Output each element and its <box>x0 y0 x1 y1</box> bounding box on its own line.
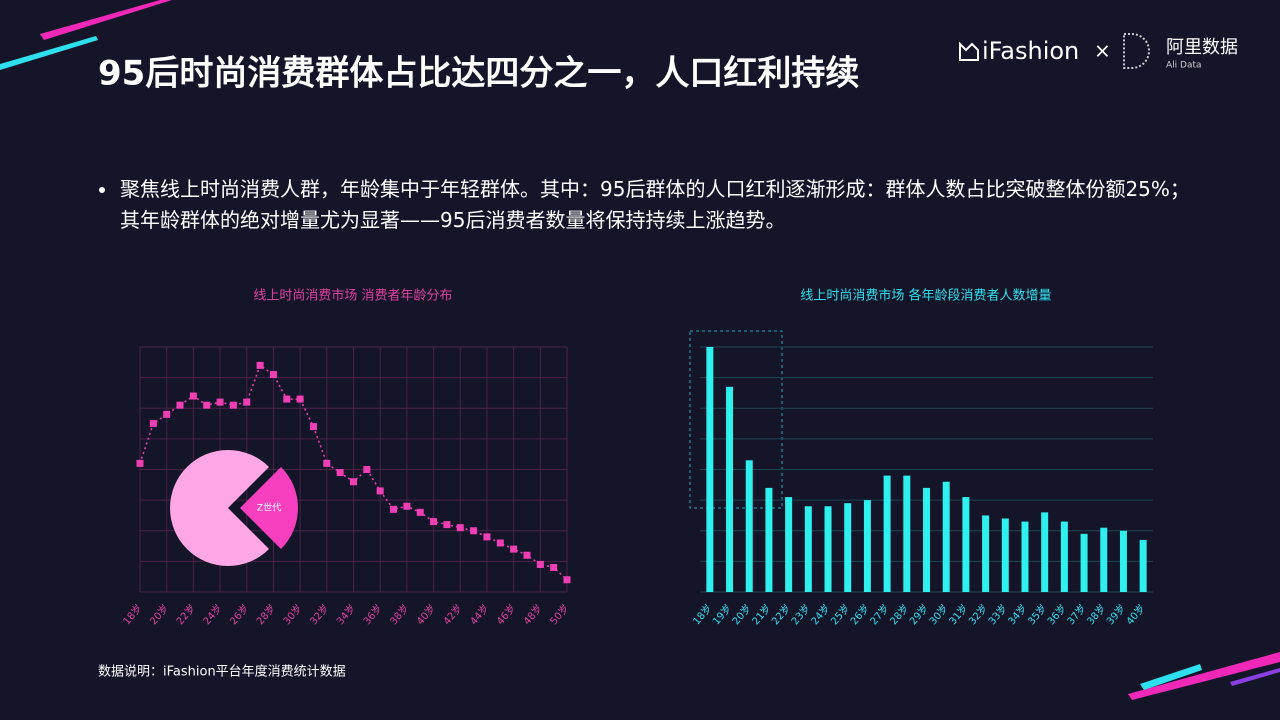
bar <box>1041 512 1049 592</box>
point <box>456 524 464 532</box>
point <box>416 508 424 516</box>
stripe <box>1230 668 1280 686</box>
bar <box>785 497 793 592</box>
point <box>283 395 291 403</box>
bar <box>844 503 852 592</box>
bar <box>903 475 911 592</box>
bar <box>1021 521 1029 592</box>
point <box>256 361 264 369</box>
bar <box>923 487 930 592</box>
bullet-text: 聚焦线上时尚消费人群，年龄集中于年轻群体。其中：95后群体的人口红利逐渐形成：群… <box>120 177 1190 232</box>
bar <box>1139 539 1147 592</box>
bar <box>706 347 714 592</box>
logo-icon <box>959 41 979 61</box>
point <box>189 392 197 400</box>
bar <box>1060 521 1068 592</box>
footnote: 数据说明：iFashion平台年度消费统计数据 <box>98 664 346 680</box>
bullet-dot <box>99 187 105 193</box>
pie-label: Z世代 <box>257 502 281 514</box>
point <box>323 459 331 467</box>
point <box>523 551 531 559</box>
point <box>363 466 371 473</box>
bar <box>883 475 891 592</box>
point <box>483 533 491 541</box>
point <box>390 505 398 513</box>
point <box>536 560 544 568</box>
point <box>550 564 558 571</box>
point <box>510 545 518 553</box>
bar <box>804 506 812 592</box>
point <box>563 576 571 584</box>
stripe <box>1140 664 1202 690</box>
point <box>350 478 357 486</box>
point <box>496 539 504 547</box>
point <box>403 502 411 510</box>
chart-title: 线上时尚消费市场 消费者年龄分布 <box>253 288 452 304</box>
stripe <box>1128 652 1280 700</box>
point <box>136 459 144 467</box>
point <box>376 487 384 495</box>
point <box>269 371 277 379</box>
bar <box>1119 530 1127 592</box>
stripe <box>40 0 172 40</box>
bar <box>863 500 871 592</box>
point <box>176 401 184 409</box>
bar <box>745 460 753 592</box>
logo-mark <box>1123 33 1150 69</box>
point <box>243 398 251 406</box>
slide-title: 95后时尚消费群体占比达四分之一，人口红利持续 <box>98 54 859 94</box>
bar <box>824 506 832 592</box>
point <box>163 410 171 418</box>
bar <box>726 386 734 592</box>
logo-times: × <box>1094 39 1111 63</box>
bar <box>962 497 970 592</box>
highlight-box <box>689 330 783 509</box>
point <box>336 469 344 477</box>
bar <box>1001 518 1009 592</box>
point <box>296 395 304 403</box>
point <box>149 420 157 428</box>
bar <box>1080 533 1088 592</box>
point <box>229 401 237 409</box>
point <box>443 521 451 529</box>
pie-slice <box>240 466 298 550</box>
point <box>216 398 224 406</box>
logo-partner-en: Ali Data <box>1166 61 1202 71</box>
bar <box>1100 527 1108 592</box>
bar <box>982 515 990 592</box>
logo-partner: 阿里数据 <box>1166 37 1238 58</box>
pie-slice <box>170 450 270 567</box>
point <box>470 527 478 535</box>
point <box>203 401 211 409</box>
stripe <box>0 36 98 70</box>
bullet-box: 聚焦线上时尚消费人群，年龄集中于年轻群体。其中：95后群体的人口红利逐渐形成：群… <box>120 177 1190 232</box>
point <box>309 423 317 431</box>
chart-title: 线上时尚消费市场 各年龄段消费者人数增量 <box>800 288 1051 304</box>
bar <box>765 487 773 592</box>
point <box>430 518 438 526</box>
logo-brand: iFashion <box>982 37 1079 65</box>
bar <box>942 481 950 592</box>
